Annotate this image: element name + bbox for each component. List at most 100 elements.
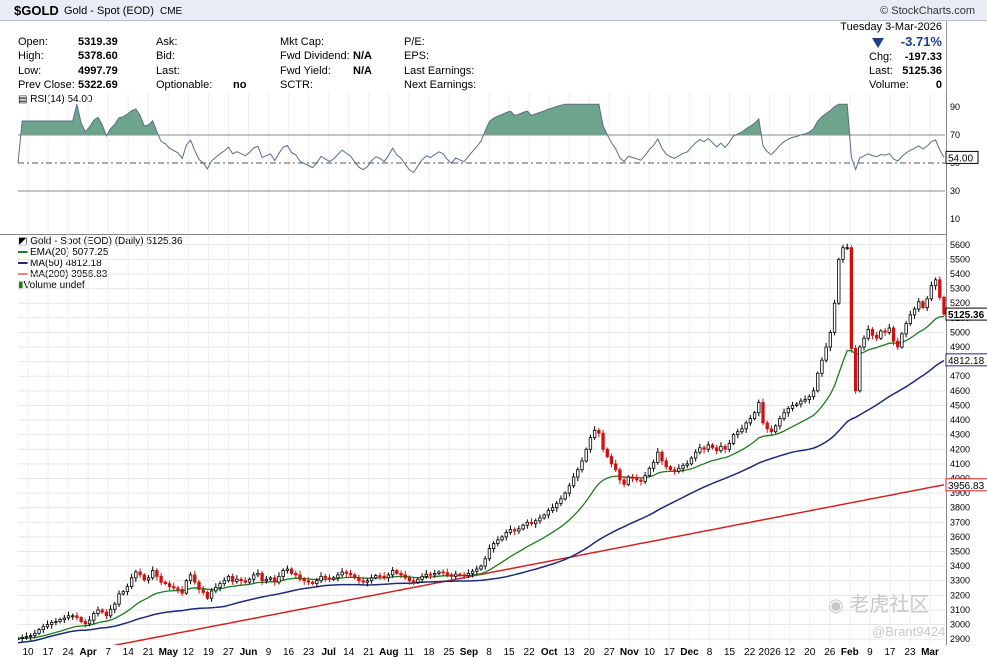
candle-body <box>62 617 66 620</box>
date-tick-label: Jun <box>240 647 258 657</box>
date-tick-label: 15 <box>504 647 516 657</box>
candle-body <box>306 580 311 583</box>
candle-body <box>513 529 517 532</box>
candle-body <box>407 577 412 582</box>
rsi-label: ▤ RSI(14) 54.00 <box>18 94 93 105</box>
candle-body <box>702 447 706 450</box>
prev-close-value: 5322.69 <box>78 79 118 91</box>
candle-body <box>369 577 374 582</box>
date-tick-label: 22 <box>744 647 756 657</box>
candle-body <box>500 536 504 541</box>
date-tick-label: Mar <box>921 647 939 657</box>
candle-body <box>197 581 201 590</box>
candle-body <box>870 329 875 336</box>
candle-body <box>260 573 264 582</box>
date-tick-label: 14 <box>123 647 135 657</box>
candle-body <box>660 451 664 462</box>
candle-body <box>740 428 744 433</box>
down-arrow-icon <box>872 38 884 48</box>
candle-body <box>778 418 782 427</box>
candle-body <box>609 456 614 465</box>
candle-body <box>845 247 849 250</box>
fwd-yield-label: Fwd Yield: <box>280 65 331 77</box>
candle-body <box>546 510 551 516</box>
candle-body <box>597 429 601 434</box>
candle-body <box>113 603 117 610</box>
candle-body <box>193 574 197 583</box>
date-tick-label: Aug <box>379 647 398 657</box>
candle-body <box>445 572 449 576</box>
candle-body <box>235 578 239 582</box>
candle-body <box>66 615 71 619</box>
date-tick-label: Oct <box>541 647 558 657</box>
rsi-tick-label: 30 <box>950 186 960 196</box>
candle-body <box>689 457 694 465</box>
candle-body <box>386 574 391 579</box>
candle-body <box>188 574 193 582</box>
price-tick-label: 3700 <box>950 517 970 527</box>
candle-body <box>664 460 668 468</box>
instrument-name: Gold - Spot (EOD) CME <box>64 5 183 17</box>
candle-body <box>20 637 24 639</box>
candle-body <box>605 448 609 457</box>
candle-body <box>879 330 883 339</box>
candle-body <box>163 581 167 585</box>
candle-body <box>226 575 231 582</box>
candle-body <box>87 619 92 625</box>
brand-logo[interactable]: © StockCharts.com <box>880 5 975 17</box>
fwd-yield-value: N/A <box>353 65 372 77</box>
rsi-badge-text: 54.00 <box>948 153 973 164</box>
candle-body <box>416 578 420 583</box>
rsi-line <box>17 103 945 174</box>
candle-body <box>710 444 715 449</box>
date-tick-label: 15 <box>724 647 736 657</box>
candle-body <box>281 570 285 577</box>
price-tick-label: 5200 <box>950 298 970 308</box>
candle-body <box>247 578 252 583</box>
fwd-dividend-label: Fwd Dividend: <box>280 50 350 62</box>
date-tick-label: 17 <box>664 647 676 657</box>
price-tick-label: 5000 <box>950 327 970 337</box>
date-tick-label: 7 <box>105 647 111 657</box>
candle-body <box>858 346 862 392</box>
last-small-label: Last: <box>156 65 180 77</box>
candle-body <box>736 431 740 436</box>
legend-volume: ▮Volume undef <box>18 280 85 291</box>
rsi-icon: ▤ <box>18 94 28 105</box>
candle-body <box>542 514 546 519</box>
date-tick-label: 27 <box>223 647 235 657</box>
candle-body <box>795 403 799 406</box>
quote-panel: Open: 5319.39 High: 5378.60 Low: 4997.79… <box>0 21 947 93</box>
candle-body <box>403 574 407 579</box>
candle-body <box>441 571 445 574</box>
date-tick-label: 21 <box>143 647 155 657</box>
prev-close-label: Prev Close: <box>18 79 75 91</box>
price-tick-label: 3300 <box>950 576 970 586</box>
candle-body <box>58 619 62 623</box>
candle-body <box>904 323 908 335</box>
candle-body <box>580 460 584 471</box>
candle-body <box>151 570 155 579</box>
candle-body <box>588 437 593 450</box>
candle-body <box>340 571 344 576</box>
candle-body <box>108 608 113 617</box>
price-tick-label: 5300 <box>950 284 970 294</box>
candle-body <box>323 575 327 579</box>
last-price-badge-text: 5125.36 <box>948 310 985 321</box>
candle-body <box>357 577 361 582</box>
candle-body <box>803 399 807 402</box>
candle-body <box>83 621 88 625</box>
candle-body <box>231 575 235 582</box>
eps-label: EPS: <box>404 50 430 62</box>
candle-body <box>782 412 786 419</box>
candle-body <box>820 359 824 374</box>
candle-body <box>100 609 104 613</box>
last-earnings-label: Last Earnings: <box>404 65 475 77</box>
candle-body <box>765 422 769 430</box>
candle-body <box>382 575 386 579</box>
price-tick-label: 3800 <box>950 503 970 513</box>
candle-body <box>529 521 534 525</box>
date-tick-label: 2026 <box>759 647 782 657</box>
legend-title: ◩ Gold - Spot (EOD) (Daily) 5125.36 <box>18 236 183 247</box>
date-tick-label: 20 <box>584 647 596 657</box>
